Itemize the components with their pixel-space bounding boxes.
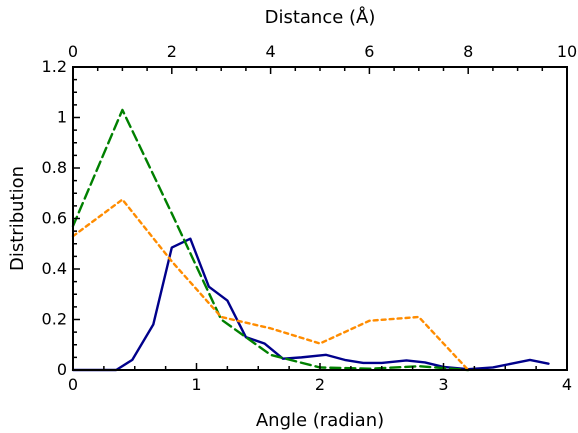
y-tick-label: 0.4 [42, 259, 67, 278]
x-tick-label: 1 [191, 375, 201, 394]
x-tick-label: 2 [315, 375, 325, 394]
series-line-2 [71, 108, 470, 372]
y-tick-label: 0.8 [42, 158, 67, 177]
y-axis-title: Distribution [7, 166, 28, 271]
ticks-layer: 0 1 2 3 4 0 2 4 6 8 10 0 0.2 0.4 0.6 0.8 1 1.2 [42, 42, 578, 394]
series-line-3 [71, 198, 470, 372]
y-tick-label: 1.2 [42, 57, 67, 76]
x-tick-label: 0 [68, 375, 78, 394]
x2-tick-label: 10 [557, 42, 577, 61]
y-tick-label: 0.2 [42, 310, 67, 329]
x2-tick-label: 8 [463, 42, 473, 61]
y-tick-label: 0.6 [42, 209, 67, 228]
plot-frame [72, 66, 568, 371]
y-tick-label: 0 [57, 360, 67, 379]
x2-tick-label: 2 [167, 42, 177, 61]
series-layer [71, 108, 550, 372]
top-axis-title: Distance (Å) [265, 6, 376, 28]
series-line-1 [71, 237, 550, 372]
x2-tick-label: 4 [266, 42, 276, 61]
x2-tick-label: 6 [364, 42, 374, 61]
x-tick-label: 4 [562, 375, 572, 394]
bottom-axis-title: Angle (radian) [256, 410, 384, 431]
x-tick-label: 3 [438, 375, 448, 394]
y-tick-label: 1 [57, 108, 67, 127]
x2-tick-label: 0 [68, 42, 78, 61]
